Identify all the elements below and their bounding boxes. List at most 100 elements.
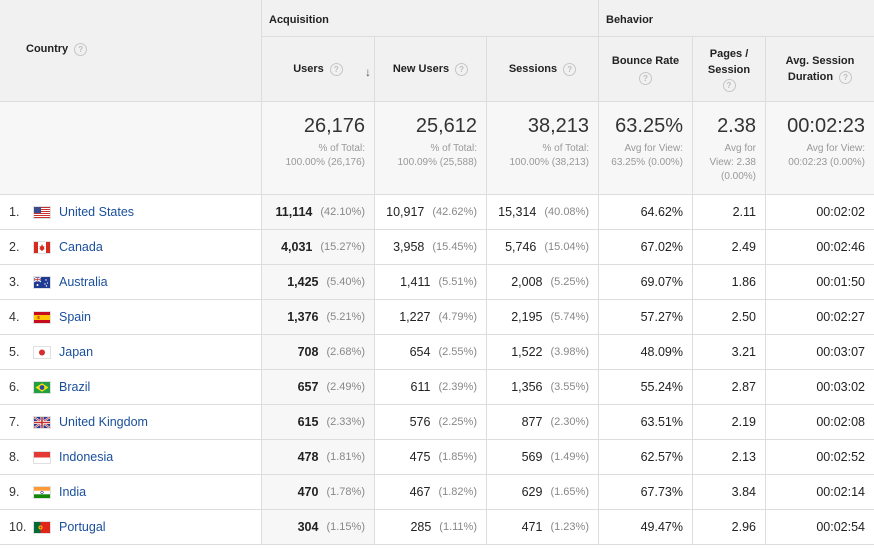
pages-header-line1: Pages / <box>709 48 749 60</box>
help-icon[interactable]: ? <box>639 72 652 85</box>
sessions-column-header[interactable]: Sessions ? <box>487 37 599 102</box>
sessions-percent: (3.98%) <box>550 346 589 358</box>
sessions-percent: (15.04%) <box>544 241 589 253</box>
avg-duration-cell: 00:03:02 <box>766 370 874 405</box>
help-icon[interactable]: ? <box>74 42 88 56</box>
flag-icon-us <box>34 206 50 218</box>
behavior-label: Behavior <box>606 14 654 26</box>
flag-icon-au <box>34 276 50 288</box>
country-link[interactable]: Portugal <box>59 520 106 534</box>
row-number: 10. <box>9 520 27 534</box>
users-column-header[interactable]: Users ? ↓ <box>262 37 375 102</box>
sort-descending-icon[interactable]: ↓ <box>365 65 371 79</box>
avg-duration-value: 00:02:54 <box>816 520 865 534</box>
country-link[interactable]: India <box>59 485 87 499</box>
users-value: 1,376 <box>287 310 319 324</box>
new-users-percent: (1.82%) <box>438 486 477 498</box>
pages-per-session-cell: 2.96 <box>693 510 766 545</box>
country-link[interactable]: Australia <box>59 275 108 289</box>
country-cell: 6. Brazil <box>0 370 262 405</box>
country-link[interactable]: Indonesia <box>59 450 114 464</box>
users-cell: 478 (1.81%) <box>262 440 375 475</box>
help-icon[interactable]: ? <box>563 62 577 76</box>
new-users-cell: 1,227 (4.79%) <box>375 300 487 335</box>
country-link[interactable]: Spain <box>59 310 91 324</box>
help-icon[interactable]: ? <box>839 70 853 84</box>
sessions-cell: 569 (1.49%) <box>487 440 599 475</box>
users-percent: (2.33%) <box>326 416 365 428</box>
users-percent: (42.10%) <box>320 206 365 218</box>
country-link[interactable]: United Kingdom <box>59 415 148 429</box>
bounce-rate-value: 55.24% <box>640 380 683 394</box>
new-users-value: 475 <box>409 450 431 464</box>
bounce-rate-cell: 49.47% <box>599 510 693 545</box>
bounce-rate-cell: 67.73% <box>599 475 693 510</box>
row-number: 4. <box>9 310 20 324</box>
sessions-value: 877 <box>521 415 543 429</box>
new-users-cell: 10,917 (42.62%) <box>375 195 487 230</box>
bounce-rate-value: 48.09% <box>640 345 683 359</box>
avg-session-duration-column-header[interactable]: Avg. Session Duration? <box>766 37 874 102</box>
sessions-value: 1,356 <box>511 380 543 394</box>
new-users-percent: (15.45%) <box>432 241 477 253</box>
avg-duration-value: 00:03:02 <box>816 380 865 394</box>
country-link[interactable]: Japan <box>59 345 94 359</box>
country-cell: 4. Spain <box>0 300 262 335</box>
country-cell: 9. India <box>0 475 262 510</box>
bounce-rate-value: 57.27% <box>640 310 683 324</box>
avg-duration-total: 00:02:23 Avg for View: 00:02:23 (0.00%) <box>766 102 874 195</box>
country-cell: 5. Japan <box>0 335 262 370</box>
new-users-percent: (1.11%) <box>439 521 477 533</box>
new-users-value: 3,958 <box>393 240 425 254</box>
pages-per-session-value: 2.19 <box>731 415 756 429</box>
new-users-cell: 467 (1.82%) <box>375 475 487 510</box>
row-number: 6. <box>9 380 20 394</box>
bounce-rate-value: 63.51% <box>640 415 683 429</box>
pages-per-session-cell: 2.19 <box>693 405 766 440</box>
sessions-cell: 2,008 (5.25%) <box>487 265 599 300</box>
users-percent: (15.27%) <box>320 241 365 253</box>
new-users-column-header[interactable]: New Users ? <box>375 37 487 102</box>
country-link[interactable]: Brazil <box>59 380 91 394</box>
pages-per-session-value: 1.86 <box>731 275 756 289</box>
country-column-header[interactable]: Country ? <box>0 0 262 102</box>
pages-per-session-cell: 2.50 <box>693 300 766 335</box>
bounce-rate-value: 67.02% <box>640 240 683 254</box>
country-link[interactable]: Canada <box>59 240 103 254</box>
users-value: 4,031 <box>281 240 313 254</box>
users-value: 657 <box>297 380 319 394</box>
new-users-cell: 611 (2.39%) <box>375 370 487 405</box>
new-users-percent: (2.55%) <box>438 346 477 358</box>
avg-duration-cell: 00:02:14 <box>766 475 874 510</box>
bounce-rate-cell: 55.24% <box>599 370 693 405</box>
avg-duration-value: 00:02:14 <box>816 485 865 499</box>
bounce-rate-total: 63.25% Avg for View: 63.25% (0.00%) <box>599 102 693 195</box>
sessions-cell: 471 (1.23%) <box>487 510 599 545</box>
users-value: 470 <box>297 485 319 499</box>
pages-per-session-column-header[interactable]: Pages / Session ? <box>693 37 766 102</box>
bounce-rate-cell: 57.27% <box>599 300 693 335</box>
sessions-cell: 1,356 (3.55%) <box>487 370 599 405</box>
pages-per-session-value: 2.87 <box>731 380 756 394</box>
help-icon[interactable]: ? <box>722 79 736 92</box>
country-link[interactable]: United States <box>59 205 135 219</box>
new-users-percent: (2.39%) <box>438 381 477 393</box>
help-icon[interactable]: ? <box>329 62 343 76</box>
help-icon[interactable]: ? <box>455 62 469 76</box>
sessions-total: 38,213 % of Total: 100.00% (38,213) <box>487 102 599 195</box>
avg-duration-cell: 00:02:54 <box>766 510 874 545</box>
flag-icon-gb <box>34 416 50 428</box>
bounce-rate-column-header[interactable]: Bounce Rate ? <box>599 37 693 102</box>
users-percent: (2.49%) <box>326 381 365 393</box>
sessions-percent: (1.65%) <box>550 486 589 498</box>
users-percent: (2.68%) <box>326 346 365 358</box>
behavior-group-header: Behavior <box>599 0 874 37</box>
acquisition-label: Acquisition <box>269 14 329 26</box>
acquisition-group-header: Acquisition <box>262 0 599 37</box>
users-total: 26,176 % of Total: 100.00% (26,176) <box>262 102 375 195</box>
row-number: 2. <box>9 240 20 254</box>
pages-per-session-cell: 2.11 <box>693 195 766 230</box>
bounce-rate-value: 49.47% <box>640 520 683 534</box>
new-users-total: 25,612 % of Total: 100.09% (25,588) <box>375 102 487 195</box>
sessions-value: 5,746 <box>505 240 537 254</box>
